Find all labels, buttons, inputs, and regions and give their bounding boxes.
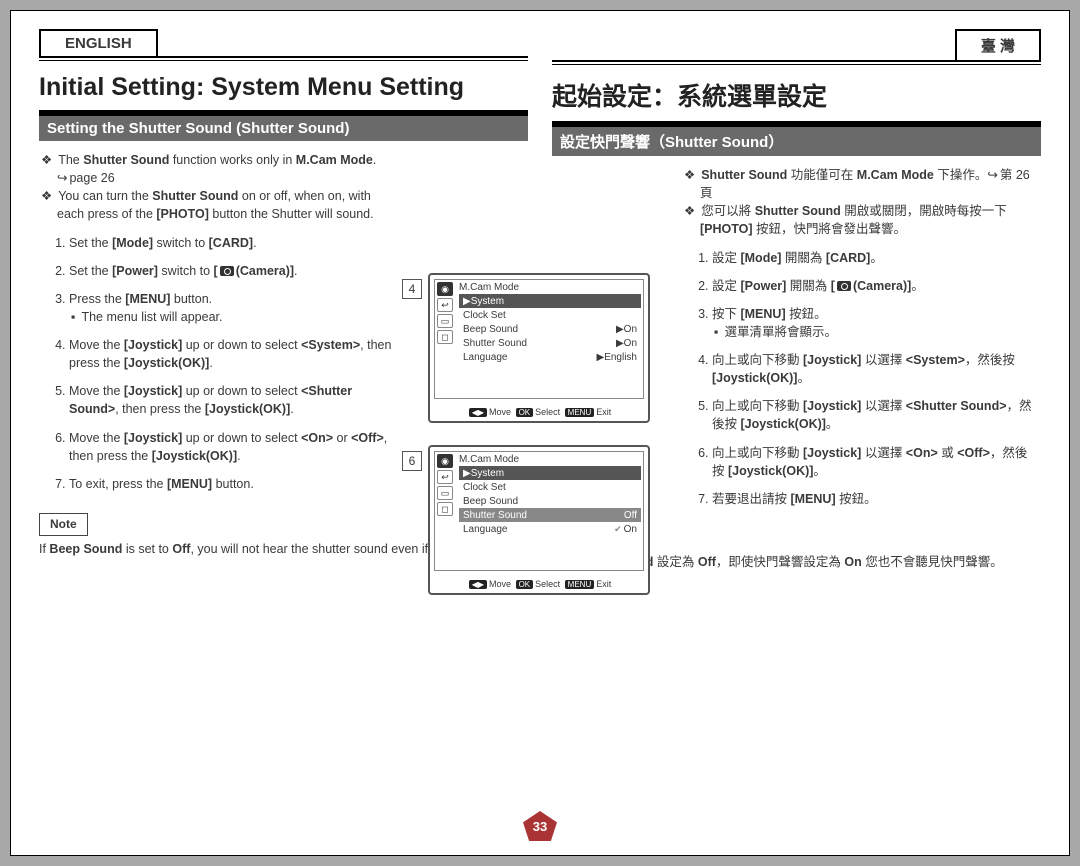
menu-header: ▶System xyxy=(459,466,641,480)
lcd-footer: ◀▶Move OKSelect MENUExit xyxy=(434,579,644,589)
list-item: 若要退出請按 [MENU] 按鈕。 xyxy=(712,490,1033,508)
list-item: Move the [Joystick] up or down to select… xyxy=(69,382,398,418)
display-icon: ◻ xyxy=(437,502,453,516)
lang-tab-english: ENGLISH xyxy=(39,29,158,56)
lcd-mode: M.Cam Mode xyxy=(459,454,641,465)
step-number: 6 xyxy=(402,451,422,471)
lcd-screenshot-step4: 4 ◉ ↩ ▭ ◻ M.Cam Mode ▶System Clock Set B… xyxy=(428,273,650,423)
list-item: 設定 [Mode] 開關為 [CARD]。 xyxy=(712,249,1033,267)
back-icon: ↩ xyxy=(437,298,453,312)
menu-row: Language▶English xyxy=(459,350,641,364)
right-subhead: 設定快門聲響（Shutter Sound） xyxy=(552,127,1041,156)
lang-tab-chinese: 臺 灣 xyxy=(955,29,1041,60)
manual-page: ENGLISH Initial Setting: System Menu Set… xyxy=(10,10,1070,856)
list-item: Move the [Joystick] up or down to select… xyxy=(69,429,398,465)
left-heading: Initial Setting: System Menu Setting xyxy=(39,73,528,102)
list-item: 設定 [Power] 開關為 [(Camera)]。 xyxy=(712,277,1033,295)
list-item: 向上或向下移動 [Joystick] 以選擇 <Shutter Sound>，然… xyxy=(712,397,1033,433)
menu-row: Beep Sound▶On xyxy=(459,322,641,336)
list-item: Press the [MENU] button.The menu list wi… xyxy=(69,290,398,326)
tape-icon: ▭ xyxy=(437,314,453,328)
menu-row: Clock Set xyxy=(459,308,641,322)
camera-icon: ◉ xyxy=(437,282,453,296)
camera-icon: ◉ xyxy=(437,454,453,468)
menu-row-selected: Shutter SoundOff xyxy=(459,508,641,522)
menu-row: Clock Set xyxy=(459,480,641,494)
menu-row: Shutter Sound▶On xyxy=(459,336,641,350)
lcd-sidebar-icons: ◉ ↩ ▭ ◻ xyxy=(437,282,455,346)
left-bullet-list: The Shutter Sound function works only in… xyxy=(39,151,398,224)
right-heading: 起始設定：系統選單設定 xyxy=(552,77,1041,113)
list-item: 您可以將 Shutter Sound 開啟或關閉，開啟時每按一下 [PHOTO]… xyxy=(700,202,1033,238)
list-item: Move the [Joystick] up or down to select… xyxy=(69,336,398,372)
lcd-screenshot-step6: 6 ◉ ↩ ▭ ◻ M.Cam Mode ▶System Clock Set B… xyxy=(428,445,650,595)
lcd-diagrams: 4 ◉ ↩ ▭ ◻ M.Cam Mode ▶System Clock Set B… xyxy=(428,273,652,617)
right-steps: 設定 [Mode] 開關為 [CARD]。 設定 [Power] 開關為 [(C… xyxy=(682,249,1033,508)
list-item: 向上或向下移動 [Joystick] 以選擇 <On> 或 <Off>，然後按 … xyxy=(712,444,1033,480)
display-icon: ◻ xyxy=(437,330,453,344)
menu-row: LanguageOn xyxy=(459,522,641,536)
menu-row: Beep Sound xyxy=(459,494,641,508)
list-item: You can turn the Shutter Sound on or off… xyxy=(57,187,398,223)
lcd-mode: M.Cam Mode xyxy=(459,282,641,293)
list-item: Shutter Sound 功能僅可在 M.Cam Mode 下操作。第 26 … xyxy=(700,166,1033,202)
menu-header: ▶System xyxy=(459,294,641,308)
list-item: 按下 [MENU] 按鈕。選單清單將會顯示。 xyxy=(712,305,1033,341)
tape-icon: ▭ xyxy=(437,486,453,500)
lcd-footer: ◀▶Move OKSelect MENUExit xyxy=(434,407,644,417)
step-number: 4 xyxy=(402,279,422,299)
left-subhead: Setting the Shutter Sound (Shutter Sound… xyxy=(39,116,528,141)
right-bullet-list: Shutter Sound 功能僅可在 M.Cam Mode 下操作。第 26 … xyxy=(682,166,1033,239)
left-steps: Set the [Mode] switch to [CARD]. Set the… xyxy=(39,234,398,493)
list-item: Set the [Power] switch to [(Camera)]. xyxy=(69,262,398,280)
list-item: To exit, press the [MENU] button. xyxy=(69,475,398,493)
list-item: Set the [Mode] switch to [CARD]. xyxy=(69,234,398,252)
list-item: The Shutter Sound function works only in… xyxy=(57,151,398,187)
note-label: Note xyxy=(39,513,88,536)
lcd-sidebar-icons: ◉ ↩ ▭ ◻ xyxy=(437,454,455,518)
list-item: 向上或向下移動 [Joystick] 以選擇 <System>，然後按 [Joy… xyxy=(712,351,1033,387)
back-icon: ↩ xyxy=(437,470,453,484)
